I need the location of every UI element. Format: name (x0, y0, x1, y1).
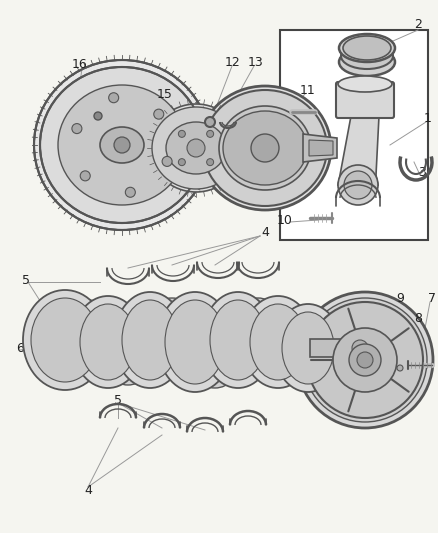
Text: 4: 4 (261, 225, 269, 238)
Text: 10: 10 (277, 214, 293, 227)
Circle shape (397, 365, 403, 371)
Text: 3: 3 (418, 166, 426, 179)
Circle shape (94, 112, 102, 120)
Circle shape (187, 139, 205, 157)
Text: 9: 9 (396, 292, 404, 304)
Ellipse shape (272, 328, 312, 376)
Circle shape (251, 134, 279, 162)
Ellipse shape (250, 304, 306, 380)
Ellipse shape (72, 296, 144, 388)
Circle shape (307, 302, 423, 418)
Ellipse shape (339, 34, 395, 62)
Circle shape (154, 109, 164, 119)
Ellipse shape (223, 111, 307, 185)
Polygon shape (338, 116, 379, 185)
Ellipse shape (343, 36, 391, 60)
Text: 16: 16 (72, 59, 88, 71)
Ellipse shape (34, 60, 210, 230)
Ellipse shape (242, 296, 314, 388)
Ellipse shape (31, 298, 99, 382)
Circle shape (349, 344, 381, 376)
Ellipse shape (62, 300, 114, 360)
Bar (280, 30, 428, 240)
Text: 13: 13 (248, 55, 264, 69)
Ellipse shape (344, 171, 372, 199)
Circle shape (207, 159, 214, 166)
Ellipse shape (339, 48, 395, 76)
Ellipse shape (341, 43, 393, 69)
Circle shape (207, 131, 214, 138)
Ellipse shape (202, 292, 274, 388)
Circle shape (297, 292, 433, 428)
Text: 4: 4 (84, 483, 92, 497)
Ellipse shape (238, 304, 278, 352)
Ellipse shape (274, 304, 342, 392)
Polygon shape (303, 134, 337, 162)
Text: 8: 8 (414, 311, 422, 325)
Ellipse shape (152, 107, 240, 189)
Circle shape (162, 156, 172, 166)
Ellipse shape (102, 325, 154, 385)
Text: 7: 7 (428, 292, 436, 304)
Ellipse shape (165, 300, 225, 384)
Ellipse shape (199, 86, 331, 210)
Text: 15: 15 (157, 88, 173, 101)
Circle shape (357, 352, 373, 368)
Circle shape (109, 93, 119, 103)
Ellipse shape (189, 328, 241, 388)
Circle shape (80, 171, 90, 181)
Ellipse shape (338, 76, 392, 92)
Ellipse shape (100, 127, 144, 163)
Ellipse shape (195, 334, 235, 382)
Circle shape (303, 298, 427, 422)
Text: 1: 1 (424, 111, 432, 125)
Ellipse shape (68, 306, 108, 354)
Ellipse shape (282, 312, 334, 384)
Ellipse shape (338, 165, 378, 205)
Ellipse shape (58, 85, 186, 205)
Ellipse shape (152, 304, 192, 352)
Circle shape (392, 360, 408, 376)
Ellipse shape (23, 290, 107, 390)
Circle shape (352, 340, 368, 356)
Ellipse shape (80, 304, 136, 380)
Ellipse shape (150, 104, 242, 192)
Polygon shape (309, 140, 333, 156)
Circle shape (125, 187, 135, 197)
Circle shape (178, 131, 185, 138)
Ellipse shape (146, 298, 198, 358)
Ellipse shape (108, 331, 148, 379)
Circle shape (114, 137, 130, 153)
Circle shape (333, 328, 397, 392)
Ellipse shape (232, 298, 284, 358)
Bar (310, 339, 360, 357)
Ellipse shape (157, 292, 233, 392)
Ellipse shape (219, 106, 311, 190)
Ellipse shape (122, 300, 178, 380)
Ellipse shape (203, 90, 327, 206)
Circle shape (205, 117, 215, 127)
Circle shape (72, 124, 82, 134)
FancyBboxPatch shape (336, 82, 394, 118)
Ellipse shape (40, 67, 204, 223)
Ellipse shape (266, 322, 318, 382)
Ellipse shape (210, 300, 266, 380)
Text: 5: 5 (114, 393, 122, 407)
Text: 6: 6 (16, 342, 24, 354)
Text: 5: 5 (22, 273, 30, 287)
Text: 12: 12 (225, 55, 241, 69)
Ellipse shape (114, 292, 186, 388)
Ellipse shape (166, 122, 226, 174)
Text: 11: 11 (300, 84, 316, 96)
Text: 2: 2 (414, 19, 422, 31)
Circle shape (178, 159, 185, 166)
